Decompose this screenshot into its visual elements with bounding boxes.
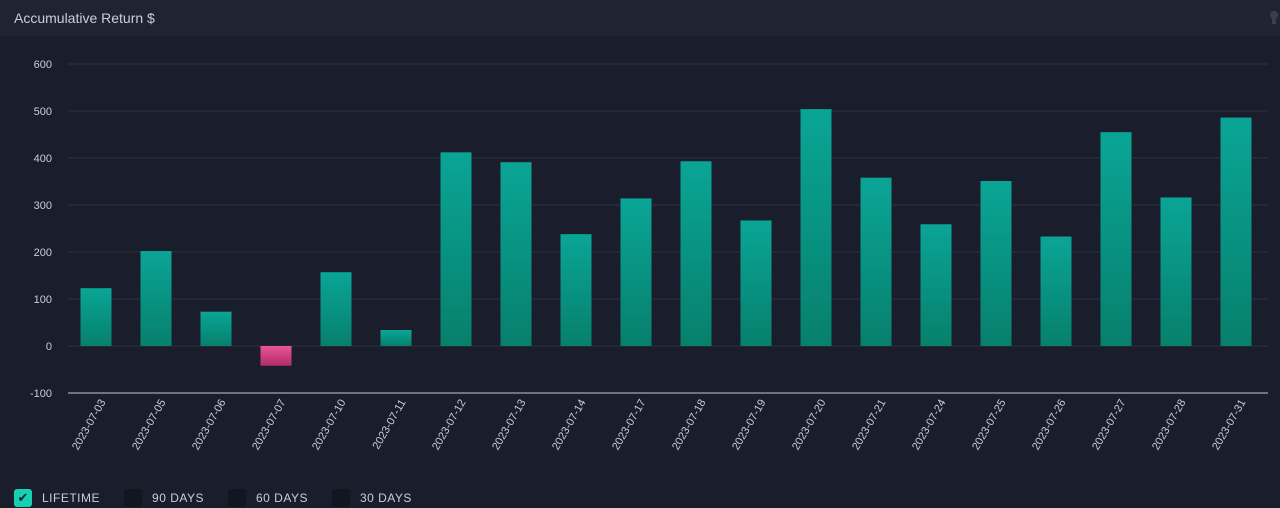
bar[interactable] [620,198,652,346]
x-tick-label: 2023-07-13 [490,398,529,453]
pin-icon[interactable] [1268,10,1278,24]
y-tick-label: 400 [34,153,52,165]
filter-label-90-days: 90 DAYS [152,491,204,505]
x-tick-label: 2023-07-27 [1090,398,1129,453]
bar[interactable] [740,220,772,346]
x-tick-label: 2023-07-17 [610,398,649,453]
bar[interactable] [1040,236,1072,346]
filter-90-days[interactable]: 90 DAYS [124,489,204,507]
x-tick-label: 2023-07-24 [910,398,949,453]
bar[interactable] [320,272,352,346]
checkbox-60-days[interactable] [227,489,246,507]
bar[interactable] [1220,117,1252,346]
checkbox-30-days[interactable] [331,489,350,507]
y-tick-label: 600 [34,59,52,71]
x-tick-label: 2023-07-20 [790,398,829,453]
x-tick-label: 2023-07-25 [970,398,1009,453]
y-tick-label: 500 [34,106,52,118]
y-tick-label: 200 [34,247,52,259]
bar[interactable] [1100,132,1132,346]
checkbox-90-days[interactable] [124,489,143,507]
bar-chart: 600 500 400 300 200 100 0 -100 2023-07-03 2023-07… [30,59,1268,453]
y-tick-label: 300 [34,200,52,212]
bar[interactable] [560,234,592,346]
y-tick-label: -100 [30,388,52,400]
x-tick-label: 2023-07-03 [70,398,109,453]
bar[interactable] [680,161,712,346]
bar[interactable] [500,162,532,346]
bar[interactable] [200,311,232,346]
checkbox-lifetime[interactable]: ✔ [14,489,32,507]
filter-60-days[interactable]: 60 DAYS [227,489,308,507]
x-tick-label: 2023-07-18 [670,398,709,453]
chart-header: Accumulative Return $ [0,0,1280,36]
x-tick-label: 2023-07-21 [850,398,889,453]
filter-label-60-days: 60 DAYS [255,491,308,505]
filter-30-days[interactable]: 30 DAYS [331,489,412,507]
x-tick-label: 2023-07-06 [190,398,229,453]
x-tick-label: 2023-07-31 [1210,398,1249,453]
x-tick-label: 2023-07-14 [550,398,589,453]
filter-lifetime[interactable]: ✔ LIFETIME [14,489,100,507]
bar[interactable] [920,224,952,346]
x-tick-label: 2023-07-10 [310,398,349,453]
time-range-filters: ✔ LIFETIME 90 DAYS 60 DAYS 30 DAYS [14,488,412,508]
bar[interactable] [260,346,292,366]
chart-title: Accumulative Return $ [14,10,155,26]
x-tick-label: 2023-07-19 [730,398,769,453]
x-tick-label: 2023-07-05 [130,398,169,453]
filter-label-lifetime: LIFETIME [42,491,101,505]
bar[interactable] [440,152,472,346]
x-tick-label: 2023-07-28 [1150,398,1189,453]
bar[interactable] [140,251,172,346]
bar[interactable] [1160,197,1192,346]
y-tick-label: 100 [34,294,52,306]
x-tick-label: 2023-07-11 [370,398,408,452]
filter-label-30-days: 30 DAYS [359,491,412,505]
x-tick-label: 2023-07-26 [1030,398,1069,453]
bar[interactable] [800,109,832,347]
bar[interactable] [980,181,1012,346]
bar[interactable] [380,330,412,346]
bar[interactable] [80,288,112,346]
x-tick-label: 2023-07-07 [250,398,289,453]
x-tick-label: 2023-07-12 [430,398,469,453]
bar[interactable] [860,177,892,346]
y-tick-label: 0 [46,341,52,353]
